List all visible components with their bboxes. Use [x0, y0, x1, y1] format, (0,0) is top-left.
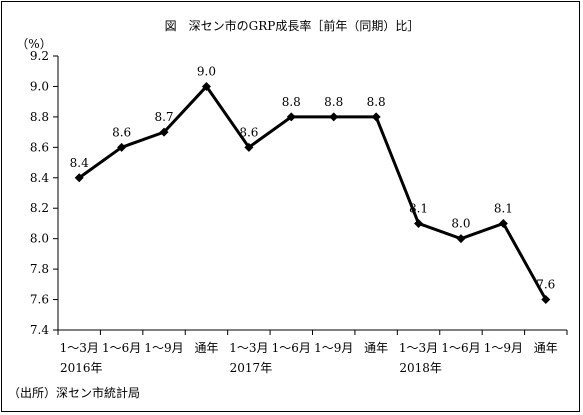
data-point-marker [541, 295, 551, 305]
data-label: 8.6 [112, 125, 131, 139]
data-point-marker [498, 218, 508, 228]
y-tick-label: 8.2 [30, 201, 49, 215]
x-tick-label: 通年 [194, 341, 218, 355]
data-label: 8.8 [324, 95, 343, 109]
x-tick-label: 1～6月 [102, 341, 141, 355]
x-tick-label: 1～9月 [144, 341, 183, 355]
year-group-label: 2017年 [230, 361, 273, 375]
data-label: 8.6 [239, 125, 258, 139]
data-point-marker [201, 81, 211, 91]
data-point-marker [244, 142, 254, 152]
y-axis-label: （%） [16, 37, 51, 51]
series-line [78, 84, 548, 301]
data-label: 8.4 [70, 156, 89, 170]
y-tick-label: 7.6 [30, 293, 49, 307]
data-label: 7.6 [536, 278, 555, 292]
data-labels: 8.4 8.6 8.7 9.0 8.6 8.8 8.8 8.8 8.1 8.0 8.1 7.6 [70, 64, 556, 291]
year-group-label: 2018年 [399, 361, 442, 375]
x-tick-label: 1～9月 [484, 341, 523, 355]
data-label: 8.0 [451, 217, 470, 231]
y-tick-label: 9.0 [30, 79, 49, 93]
data-label: 8.1 [409, 201, 428, 215]
year-group-label: 2016年 [60, 361, 103, 375]
x-tick-label: 通年 [534, 341, 558, 355]
y-tick-label: 9.2 [30, 49, 49, 63]
chart-title: 図 深セン市のGRP成長率［前年（同期）比］ [165, 18, 420, 33]
data-point-marker [159, 127, 169, 137]
x-tick-label: 1～3月 [399, 341, 438, 355]
data-series [74, 81, 551, 305]
y-axis-ticks: 7.4 7.6 7.8 8.0 8.2 8.4 8.6 8.8 9.0 9.2 [30, 49, 58, 337]
y-tick-label: 8.0 [30, 232, 49, 246]
source-note: （出所）深セン市統計局 [8, 385, 140, 400]
x-tick-label: 1～3月 [229, 341, 268, 355]
data-label: 8.8 [367, 95, 386, 109]
y-tick-label: 7.4 [30, 323, 49, 337]
data-label: 8.7 [154, 110, 173, 124]
x-tick-label: 通年 [364, 341, 388, 355]
x-tick-label: 1～6月 [441, 341, 480, 355]
data-point-marker [371, 112, 381, 122]
data-point-marker [456, 234, 466, 244]
data-point-marker [329, 112, 339, 122]
data-point-marker [286, 112, 296, 122]
x-tick-label: 1～9月 [314, 341, 353, 355]
y-tick-label: 7.8 [30, 262, 49, 276]
x-tick-label: 1～3月 [60, 341, 99, 355]
data-point-marker [74, 173, 84, 183]
data-point-marker [117, 142, 127, 152]
y-tick-label: 8.8 [30, 110, 49, 124]
data-point-marker [414, 218, 424, 228]
y-tick-label: 8.4 [30, 171, 49, 185]
axes [57, 56, 567, 331]
x-tick-label: 1～6月 [272, 341, 311, 355]
data-label: 8.8 [282, 95, 301, 109]
x-axis-ticks: 1～3月 1～6月 1～9月 通年 1～3月 1～6月 1～9月 通年 1～3月 1～6月 1～9月… [57, 330, 568, 375]
y-tick-label: 8.6 [30, 140, 49, 154]
data-label: 9.0 [197, 64, 216, 78]
data-label: 8.1 [494, 201, 513, 215]
